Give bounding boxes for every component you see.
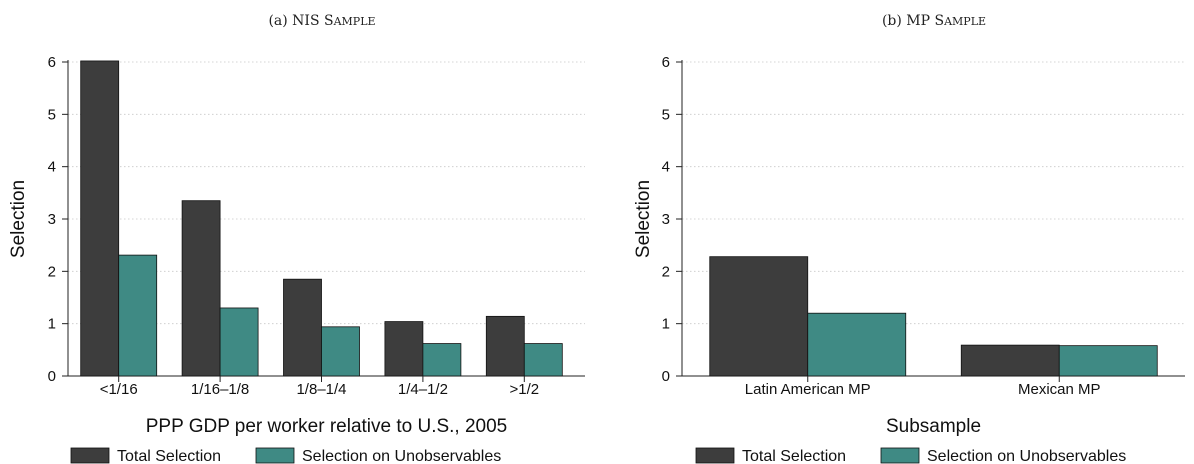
legend-swatch [255,447,295,464]
legend-swatch [880,447,920,464]
bar-selection-on-unobservables [523,343,563,377]
legend-swatch [70,447,110,464]
legend-label: Total Selection [742,448,846,464]
chart-panel-b: (b) MP SAMPLE 0 1 2 3 4 5 6 Latin American MP Mex… [633,13,1185,464]
x-tick-label: 1/16–1/8 [191,381,249,398]
x-tick-label: <1/16 [100,381,138,398]
x-axis-label: Subsample [886,416,981,437]
bar-total-selection [709,256,809,377]
chart-title: (b) MP SAMPLE [882,13,986,29]
bar-total-selection [485,315,525,377]
y-tick-label: 2 [48,263,56,280]
x-tick-label: Latin American MP [745,381,871,398]
bar-selection-on-unobservables [219,307,259,377]
bar-total-selection [384,321,424,377]
chart-panel-a: (a) NIS SAMPLE 0 1 2 3 4 5 6 <1/16 1/16–1/8 1/8–1/… [8,13,585,464]
bar-total-selection [80,60,120,377]
y-axis-label: Selection [8,180,29,258]
y-tick-label: 2 [662,263,670,280]
legend-label: Selection on Unobservables [302,448,501,464]
y-tick-label: 6 [662,54,670,71]
x-tick-label: 1/8–1/4 [296,381,346,398]
legend-label: Selection on Unobservables [927,448,1126,464]
bar-selection-on-unobservables [321,326,360,377]
bar-total-selection [283,278,322,377]
y-tick-label: 6 [48,54,56,71]
y-tick-label: 0 [662,368,670,385]
y-tick-label: 0 [48,368,56,385]
y-tick-label: 3 [48,211,56,228]
bar-selection-on-unobservables [422,343,462,377]
x-axis-label: PPP GDP per worker relative to U.S., 200… [146,416,508,437]
y-tick-label: 4 [662,159,670,176]
y-tick-label: 5 [662,106,670,123]
y-tick-label: 1 [662,316,670,333]
y-axis-label: Selection [633,180,654,258]
x-tick-label: 1/4–1/2 [398,381,448,398]
legend: Total Selection Selection on Unobservable… [695,447,1126,464]
y-tick-label: 5 [48,106,56,123]
bar-selection-on-unobservables [118,254,158,377]
y-tick-label: 1 [48,316,56,333]
bar-total-selection [960,344,1060,377]
bar-total-selection [181,200,221,377]
y-tick-label: 4 [48,159,56,176]
legend-swatch [695,447,735,464]
bar-selection-on-unobservables [1058,345,1158,377]
bar-selection-on-unobservables [807,312,907,377]
x-tick-label: >1/2 [509,381,539,398]
legend: Total Selection Selection on Unobservable… [70,447,501,464]
legend-label: Total Selection [117,448,221,464]
x-tick-label: Mexican MP [1018,381,1101,398]
y-tick-label: 3 [662,211,670,228]
chart-title: (a) NIS SAMPLE [268,13,375,29]
